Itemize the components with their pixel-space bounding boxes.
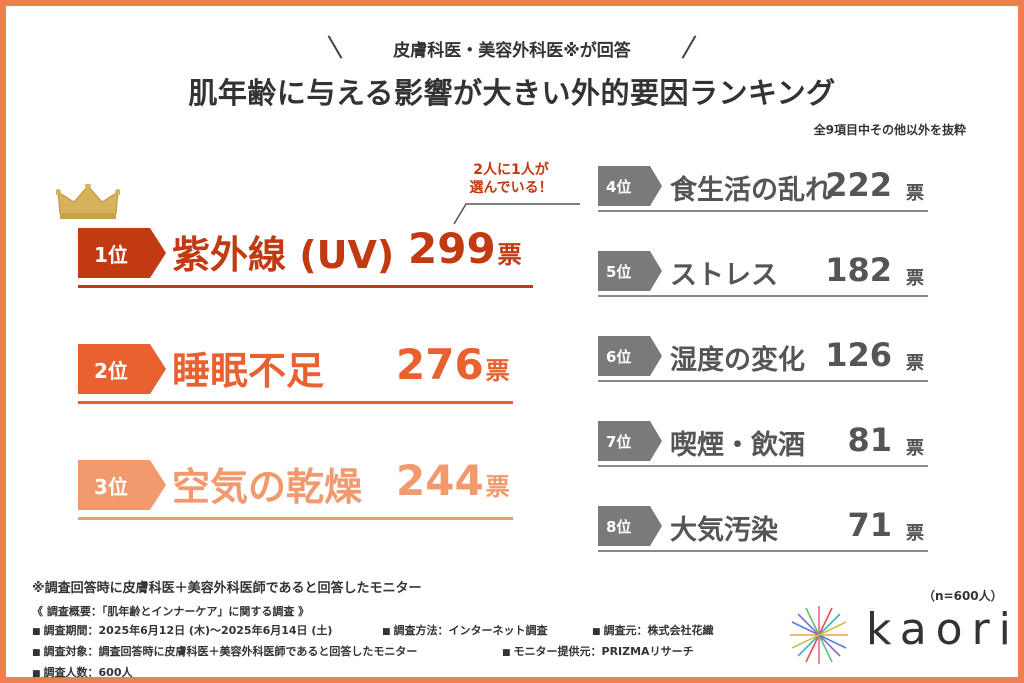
rank-tag-2: 2位 [78, 344, 166, 394]
rank-tag-7: 7位 [598, 421, 662, 461]
callout-note: 2人に1人が 選んでいる！ [446, 161, 576, 197]
vote-unit: 票 [906, 183, 924, 204]
vote-unit: 票 [906, 353, 924, 374]
rank-row-7: 7位 喫煙・飲酒 81 票 [598, 421, 928, 467]
rank-row-1: 1位 紫外線 (UV) 299票 [78, 224, 533, 288]
rank-underline [78, 517, 513, 520]
kaori-logo-text: kaori [866, 604, 1020, 655]
factor-name: 喫煙・飲酒 [670, 430, 805, 461]
rank-label: 2位 [94, 358, 128, 383]
eyebrow-text: 皮膚科医・美容外科医※が回答 [393, 41, 631, 61]
rank-label: 3位 [94, 474, 128, 499]
rank-underline [598, 380, 928, 382]
rank-underline [598, 295, 928, 297]
vote-value: 81 [847, 421, 892, 459]
callout-line-2: 選んでいる！ [469, 180, 553, 196]
survey-overview-title: 《 調査概要：「肌年齢とインナーケア」に関する調査 》 [32, 605, 310, 618]
rank-row-4: 4位 食生活の乱れ 222 票 [598, 166, 928, 212]
rank-underline [78, 285, 533, 288]
callout-pointer [453, 203, 580, 225]
factor-name: 食生活の乱れ [670, 175, 832, 206]
rank-tag-1: 1位 [78, 228, 166, 278]
vote-unit: 票 [906, 268, 924, 289]
vote-count: 299票 [408, 224, 522, 273]
factor-name: 大気汚染 [670, 515, 778, 546]
kaori-starburst-logo-icon [790, 606, 848, 664]
vote-value: 222 [825, 166, 892, 204]
factor-name: 睡眠不足 [172, 349, 325, 393]
vote-count: 276票 [396, 340, 510, 389]
rank-underline [78, 401, 513, 404]
vote-value: 299 [408, 224, 496, 273]
rank-tag-6: 6位 [598, 336, 662, 376]
vote-value: 182 [825, 251, 892, 289]
survey-period: 調査期間：2025年6月12日 (木)〜2025年6月14日 (土) [32, 622, 333, 638]
survey-count: 調査人数：600人 [32, 664, 133, 680]
vote-value: 244 [396, 456, 484, 505]
vote-value: 71 [847, 506, 892, 544]
rank-underline [598, 210, 928, 212]
page-title: 肌年齢に与える影響が大きい外的要因ランキング [188, 76, 836, 110]
rank-row-2: 2位 睡眠不足 276票 [78, 340, 513, 404]
rank-row-6: 6位 湿度の変化 126 票 [598, 336, 928, 382]
factor-name: 紫外線 (UV) [172, 233, 395, 277]
sample-size-note: （n=600人） [923, 589, 1003, 603]
vote-value: 126 [825, 336, 892, 374]
vote-unit: 票 [497, 241, 522, 269]
vote-unit: 票 [906, 438, 924, 459]
rank-row-3: 3位 空気の乾燥 244票 [78, 456, 513, 520]
survey-target: 調査対象：調査回答時に皮膚科医＋美容外科医師であると回答したモニター [32, 643, 418, 659]
rank-tag-3: 3位 [78, 460, 166, 510]
callout-line-1: 2人に1人が [473, 162, 549, 178]
rank-row-5: 5位 ストレス 182 票 [598, 251, 928, 297]
rank-underline [598, 465, 928, 467]
factor-name: ストレス [670, 260, 778, 291]
rank-tag-8: 8位 [598, 506, 662, 546]
infographic-card: 皮膚科医・美容外科医※が回答 肌年齢に与える影響が大きい外的要因ランキング 全9… [6, 6, 1020, 680]
survey-organizer: 調査元：株式会社花織 [592, 622, 714, 638]
subset-note: 全9項目中その他以外を抜粋 [813, 123, 966, 137]
vote-unit: 票 [906, 523, 924, 544]
rank-tag-4: 4位 [598, 166, 662, 206]
vote-unit: 票 [485, 473, 510, 501]
factor-name: 空気の乾燥 [172, 465, 363, 509]
rank-tag-5: 5位 [598, 251, 662, 291]
rank-row-8: 8位 大気汚染 71 票 [598, 506, 928, 552]
vote-unit: 票 [485, 357, 510, 385]
rank-underline [598, 550, 928, 552]
factor-name: 湿度の変化 [670, 345, 805, 376]
crown-icon [56, 184, 120, 219]
respondent-footnote: ※調査回答時に皮膚科医＋美容外科医師であると回答したモニター [32, 581, 422, 596]
survey-method: 調査方法：インターネット調査 [382, 622, 548, 638]
vote-value: 276 [396, 340, 484, 389]
vote-count: 244票 [396, 456, 510, 505]
rank-label: 1位 [94, 242, 128, 267]
monitor-provider: モニター提供元：PRIZMAリサーチ [502, 643, 694, 659]
